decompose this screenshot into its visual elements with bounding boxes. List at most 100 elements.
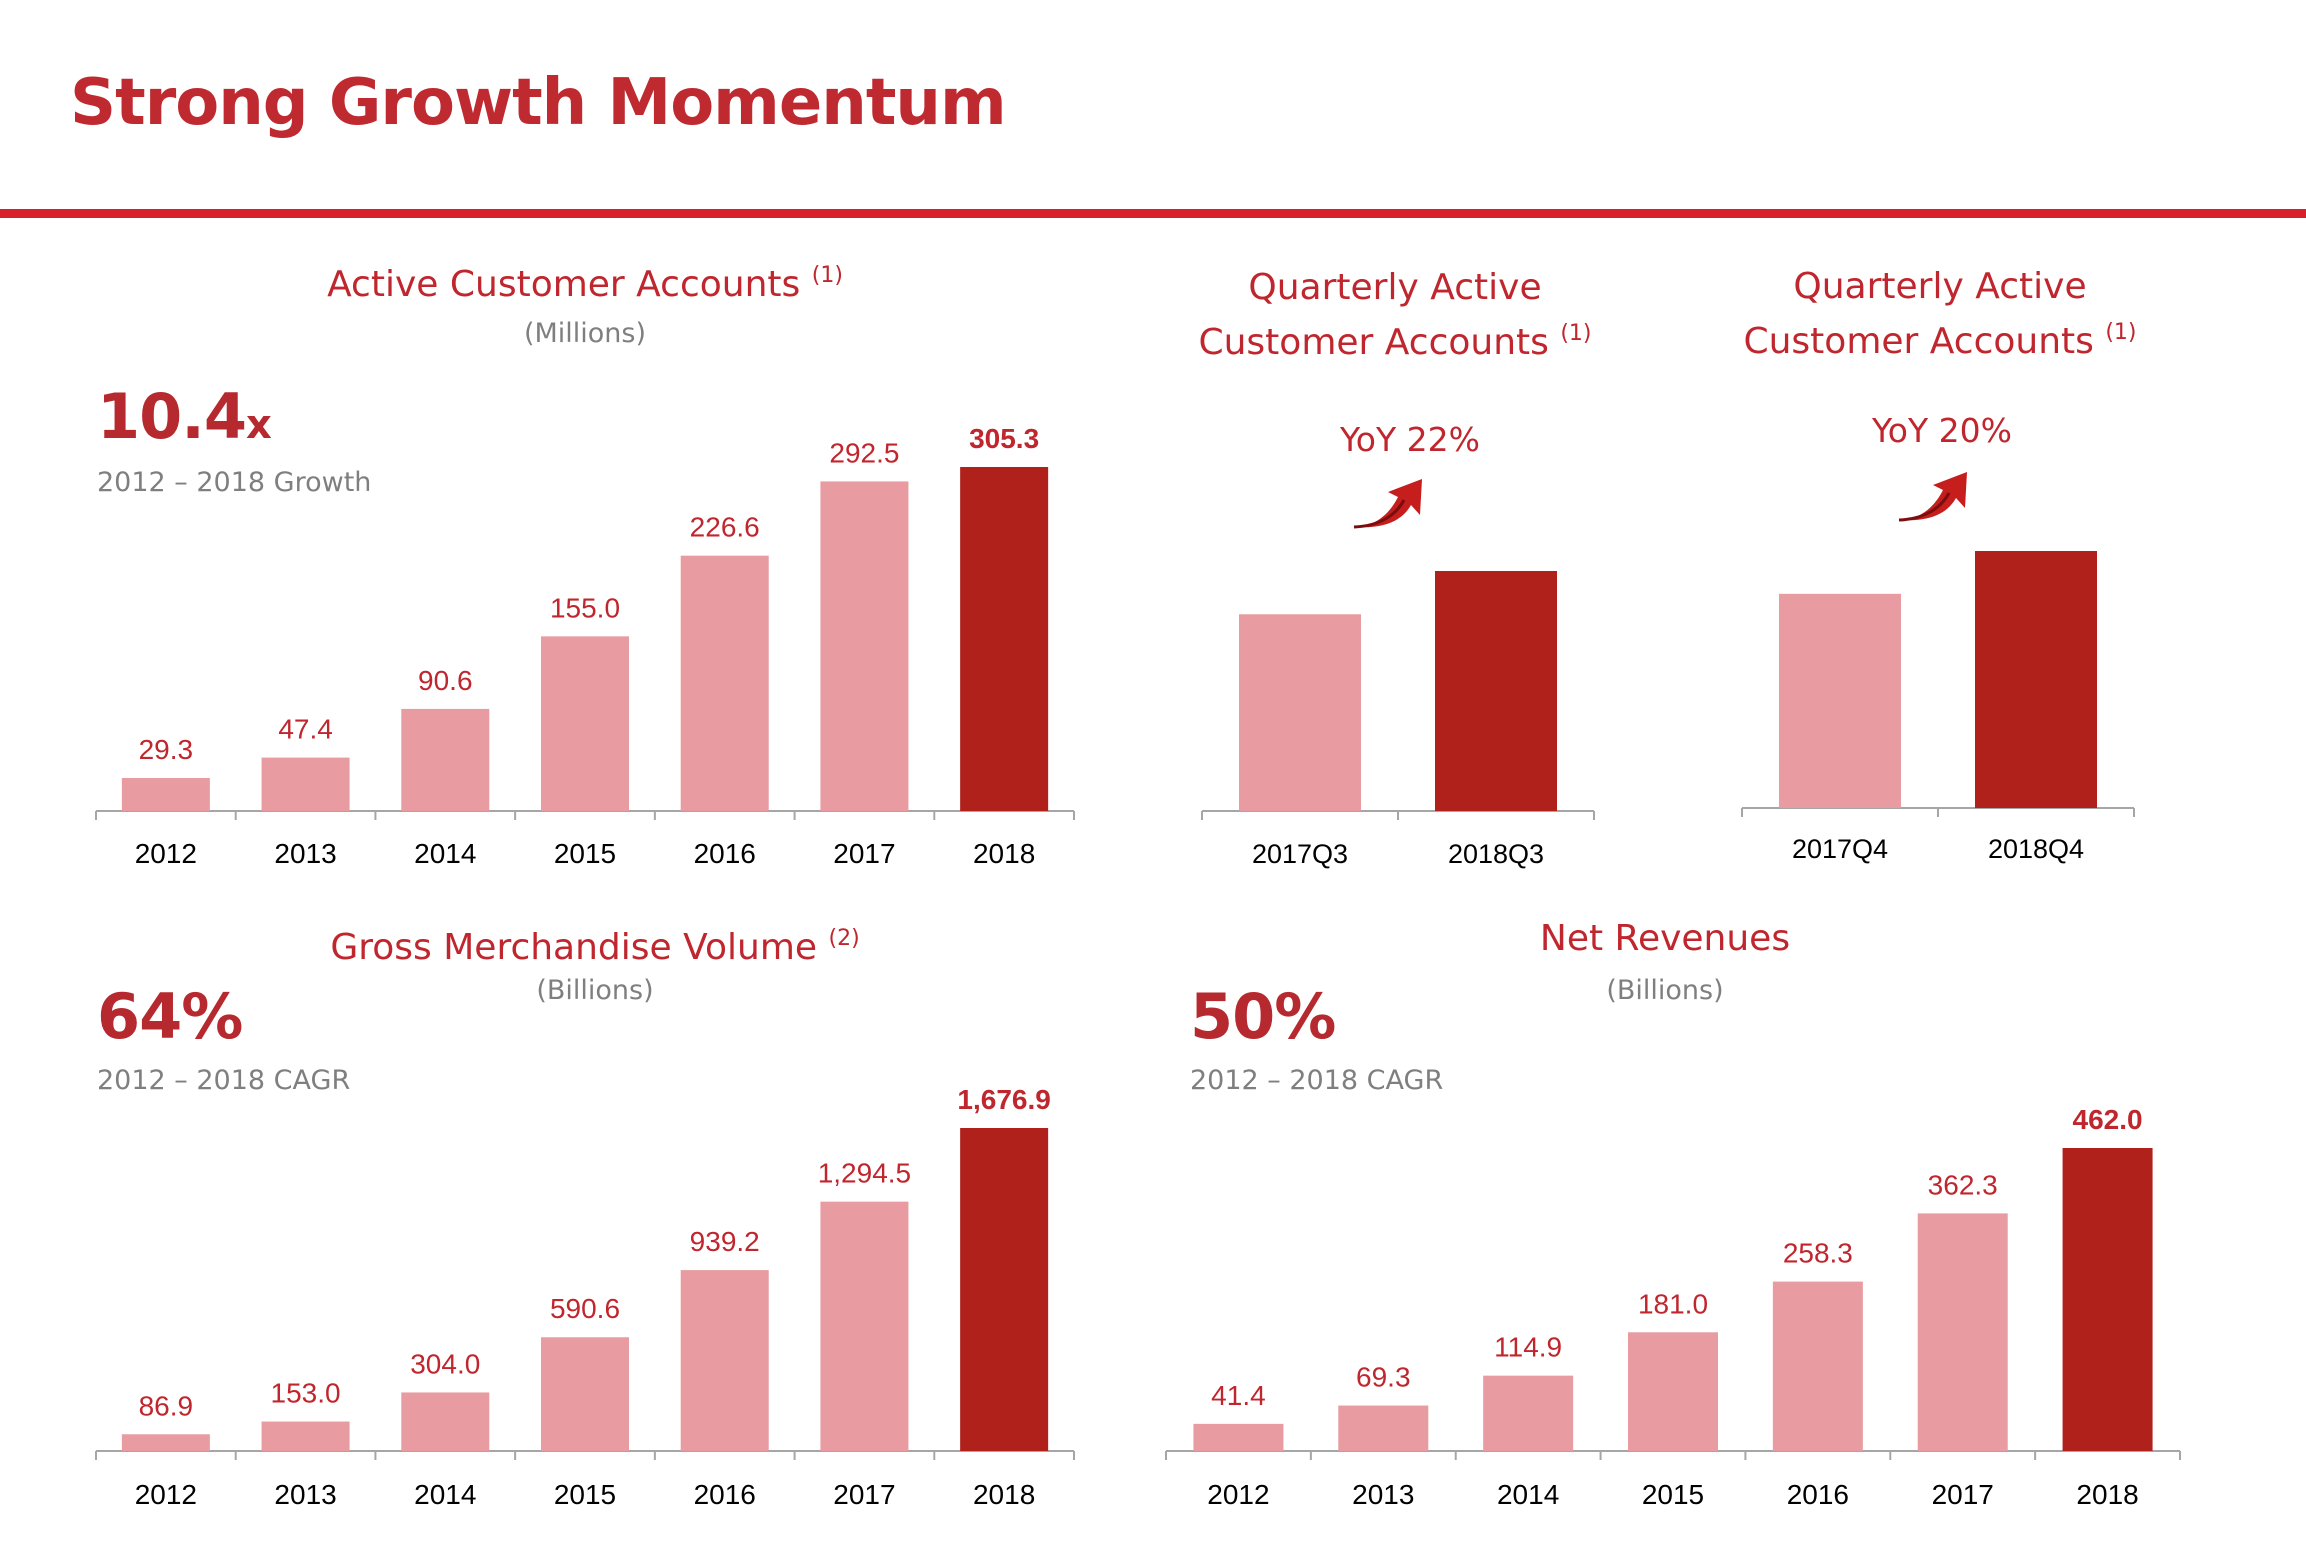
revenue-unit: (Billions) — [1606, 975, 1724, 1006]
category-label: 2017 — [833, 1479, 895, 1510]
q3-title-line2-wrap: Customer Accounts (1) — [1110, 311, 1680, 366]
category-label: 2015 — [554, 838, 616, 869]
category-label: 2014 — [1497, 1479, 1559, 1510]
bar-2018Q3 — [1435, 571, 1557, 811]
data-label: 226.6 — [690, 512, 760, 543]
bar-2013 — [1338, 1405, 1429, 1451]
q4-footnote: (1) — [2105, 320, 2137, 345]
bar-2016 — [1772, 1281, 1863, 1451]
bar-2015 — [1628, 1332, 1718, 1451]
up-arrow-icon — [1898, 472, 1967, 522]
category-label: 2012 — [135, 838, 197, 869]
q4-title: Quarterly Active Customer Accounts (1) — [1655, 264, 2225, 365]
category-label: 2013 — [274, 1479, 336, 1510]
data-label: 304.0 — [410, 1348, 480, 1379]
title-divider — [0, 209, 2306, 218]
q3-footnote: (1) — [1560, 321, 1592, 346]
data-label: 29.3 — [139, 734, 194, 765]
q3-yoy: YoY 22% — [1340, 420, 1480, 459]
gmv-footnote: (2) — [828, 926, 860, 951]
data-label: 1,676.9 — [957, 1084, 1050, 1115]
q3-title: Quarterly Active Customer Accounts (1) — [1110, 265, 1680, 366]
gmv-unit: (Billions) — [536, 975, 654, 1006]
data-label: 47.4 — [278, 714, 333, 745]
category-label: 2013 — [274, 838, 336, 869]
category-label: 2018Q4 — [1988, 834, 2084, 864]
bar-2015 — [541, 636, 629, 811]
bar-2017Q4 — [1779, 593, 1901, 808]
up-arrow-icon — [1353, 479, 1422, 529]
q4-yoy: YoY 20% — [1872, 411, 2012, 450]
category-label: 2015 — [554, 1479, 616, 1510]
category-label: 2016 — [694, 1479, 756, 1510]
q4-title-line2: Customer Accounts — [1743, 321, 2094, 362]
bar-2018Q4 — [1975, 551, 2097, 808]
data-label: 258.3 — [1783, 1238, 1853, 1269]
bar-2014 — [401, 708, 490, 811]
bar-2016 — [680, 555, 769, 811]
data-label: 86.9 — [139, 1390, 194, 1421]
data-label: 362.3 — [1928, 1169, 1998, 1200]
gmv-kpi: 64% — [97, 980, 243, 1053]
data-label: 181.0 — [1638, 1288, 1708, 1319]
revenue-kpi-note: 2012 – 2018 CAGR — [1190, 1065, 1444, 1096]
data-label: 462.0 — [2073, 1104, 2143, 1135]
data-label: 114.9 — [1494, 1332, 1562, 1363]
q3-title-line2: Customer Accounts — [1198, 322, 1549, 363]
revenue-kpi: 50% — [1190, 980, 1336, 1053]
bar-2014 — [401, 1392, 490, 1451]
category-label: 2018 — [973, 1479, 1035, 1510]
revenue-title: Net Revenues — [1265, 916, 2065, 962]
revenue-title-text: Net Revenues — [1539, 918, 1791, 959]
bar-2018 — [960, 1128, 1049, 1451]
bar-2017 — [1917, 1213, 2008, 1451]
active-accounts-unit: (Millions) — [523, 318, 647, 349]
category-label: 2014 — [414, 838, 476, 869]
q4-title-line1: Quarterly Active — [1793, 266, 2087, 307]
bar-2012 — [121, 1434, 210, 1451]
bar-2017 — [820, 481, 909, 811]
bar-2018 — [960, 467, 1049, 811]
category-label: 2016 — [1787, 1479, 1849, 1510]
bar-2016 — [680, 1270, 769, 1451]
data-label: 153.0 — [271, 1378, 341, 1409]
data-label: 305.3 — [969, 423, 1039, 454]
data-label: 69.3 — [1356, 1362, 1411, 1393]
page-title: Strong Growth Momentum — [70, 66, 1007, 140]
bar-2013 — [261, 757, 350, 811]
gmv-kpi-note: 2012 – 2018 CAGR — [97, 1065, 351, 1096]
active-accounts-footnote: (1) — [811, 263, 843, 288]
data-label: 41.4 — [1211, 1380, 1266, 1411]
bar-2017Q3 — [1239, 614, 1361, 811]
category-label: 2018Q3 — [1448, 839, 1544, 869]
active-accounts-title: Active Customer Accounts (1) — [180, 253, 990, 308]
data-label: 292.5 — [829, 437, 899, 468]
data-label: 590.6 — [550, 1293, 620, 1324]
category-label: 2015 — [1642, 1479, 1704, 1510]
category-label: 2017 — [1932, 1479, 1994, 1510]
bar-2018 — [2062, 1148, 2153, 1451]
category-label: 2012 — [1207, 1479, 1269, 1510]
bar-2017 — [820, 1201, 909, 1451]
bar-2013 — [261, 1421, 350, 1451]
data-label: 155.0 — [550, 592, 620, 623]
category-label: 2016 — [694, 838, 756, 869]
data-label: 90.6 — [418, 665, 473, 696]
bar-2012 — [121, 777, 210, 811]
category-label: 2012 — [135, 1479, 197, 1510]
category-label: 2018 — [973, 838, 1035, 869]
gmv-title: Gross Merchandise Volume (2) — [190, 916, 1000, 971]
q4-title-line2-wrap: Customer Accounts (1) — [1655, 310, 2225, 365]
q3-title-line1: Quarterly Active — [1248, 267, 1542, 308]
data-label: 1,294.5 — [818, 1158, 911, 1189]
active-accounts-kpi-note: 2012 – 2018 Growth — [97, 467, 372, 498]
bar-2012 — [1193, 1423, 1284, 1451]
category-label: 2017 — [833, 838, 895, 869]
bar-2015 — [541, 1337, 629, 1451]
category-label: 2017Q3 — [1252, 839, 1348, 869]
